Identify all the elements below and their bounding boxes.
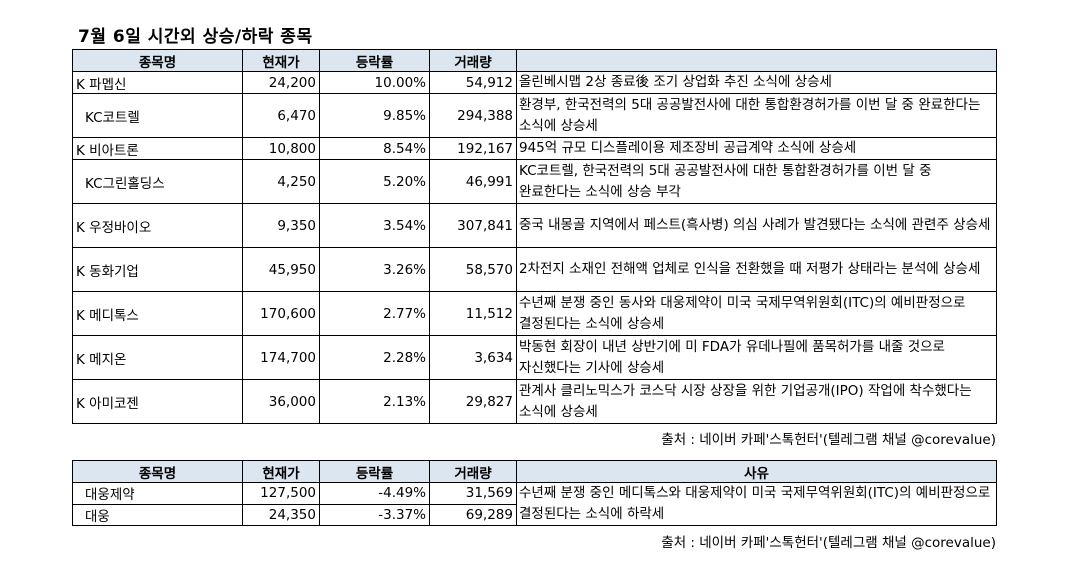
stock-volume: 307,841: [429, 203, 517, 248]
stock-name: K 메디톡스: [72, 291, 243, 336]
rising-stocks-table: 종목명 현재가 등락률 거래량 K 파멥신 24,200 10.00% 54,912 올…: [72, 49, 997, 424]
table-row: K 동화기업 45,950 3.26% 58,570 2차전지 소재인 전해액 업체로 …: [72, 247, 997, 292]
stock-reason: 수년째 분쟁 중인 동사와 대웅제약이 미국 국제무역위원회(ITC)의 예비판…: [516, 291, 997, 336]
stock-volume: 69,289: [429, 503, 517, 526]
stock-change: 2.13%: [319, 379, 430, 424]
stock-change: 8.54%: [319, 137, 430, 160]
stock-name: KC코트렐: [72, 93, 243, 138]
stock-name: K 비아트론: [72, 137, 243, 160]
stock-reason: 2차전지 소재인 전해액 업체로 인식을 전환했을 때 저평가 상태라는 분석에…: [516, 247, 997, 292]
table-row: 대웅제약 127,500 -4.49% 31,569 수년째 분쟁 중인 메디톡스와 대…: [72, 482, 997, 526]
col-header-reason: [516, 49, 997, 72]
stock-name: K 동화기업: [72, 247, 243, 292]
stock-change: 2.28%: [319, 335, 430, 380]
col-header-change: 등락률: [319, 460, 430, 483]
stock-change: 5.20%: [319, 159, 430, 204]
col-header-reason: 사유: [516, 460, 997, 483]
col-header-volume: 거래량: [429, 460, 517, 483]
stock-change: -3.37%: [319, 503, 430, 526]
col-header-volume: 거래량: [429, 49, 517, 72]
stock-volume: 31,569: [429, 482, 517, 505]
table-header-row: 종목명 현재가 등락률 거래량: [72, 49, 997, 72]
table-row: K 아미코젠 36,000 2.13% 29,827 관계사 클리노믹스가 코스닥 시장…: [72, 379, 997, 424]
stock-name: KC그린홀딩스: [72, 159, 243, 204]
stock-price: 4,250: [242, 159, 320, 204]
table-row: K 우정바이오 9,350 3.54% 307,841 중국 내몽골 지역에서 페스트(…: [72, 203, 997, 248]
stock-volume: 3,634: [429, 335, 517, 380]
table-row: KC그린홀딩스 4,250 5.20% 46,991 KC코트렐, 한국전력의 5대 공…: [72, 159, 997, 204]
stock-price: 24,200: [242, 71, 320, 94]
table-row: 대웅 24,350 -3.37% 69,289: [72, 503, 997, 526]
stock-change: 10.00%: [319, 71, 430, 94]
stock-price: 6,470: [242, 93, 320, 138]
table-row: K 비아트론 10,800 8.54% 192,167 945억 규모 디스플레이용 제…: [72, 137, 997, 160]
stock-volume: 294,388: [429, 93, 517, 138]
stock-price: 127,500: [242, 482, 320, 505]
stock-reason: 환경부, 한국전력의 5대 공공발전사에 대한 통합환경허가를 이번 달 중 완…: [516, 93, 997, 138]
falling-stocks-table: 종목명 현재가 등락률 거래량 사유 대웅제약 127,500 -4.49% 31,5…: [72, 460, 997, 526]
stock-reason: 중국 내몽골 지역에서 페스트(흑사병) 의심 사례가 발견됐다는 소식에 관련…: [516, 203, 997, 248]
stock-name: 대웅제약: [72, 482, 243, 505]
stock-volume: 192,167: [429, 137, 517, 160]
stock-volume: 46,991: [429, 159, 517, 204]
stock-price: 10,800: [242, 137, 320, 160]
stock-reason: 945억 규모 디스플레이용 제조장비 공급계약 소식에 상승세: [516, 137, 997, 160]
col-header-price: 현재가: [242, 460, 320, 483]
stock-name: K 아미코젠: [72, 379, 243, 424]
stock-reason: 수년째 분쟁 중인 메디톡스와 대웅제약이 미국 국제무역위원회(ITC)의 예…: [516, 482, 997, 526]
table-row: K 메디톡스 170,600 2.77% 11,512 수년째 분쟁 중인 동사와 대웅…: [72, 291, 997, 336]
stock-price: 9,350: [242, 203, 320, 248]
stock-volume: 58,570: [429, 247, 517, 292]
table-row: KC코트렐 6,470 9.85% 294,388 환경부, 한국전력의 5대 공공발전…: [72, 93, 997, 138]
stock-price: 174,700: [242, 335, 320, 380]
col-header-name: 종목명: [72, 460, 243, 483]
stock-name: K 메지온: [72, 335, 243, 380]
page-title: 7월 6일 시간외 상승/하락 종목: [78, 27, 313, 47]
col-header-change: 등락률: [319, 49, 430, 72]
col-header-name: 종목명: [72, 49, 243, 72]
table-header-row: 종목명 현재가 등락률 거래량 사유: [72, 460, 997, 483]
stock-price: 36,000: [242, 379, 320, 424]
stock-change: 9.85%: [319, 93, 430, 138]
stock-reason: KC코트렐, 한국전력의 5대 공공발전사에 대한 통합환경허가를 이번 달 중…: [516, 159, 997, 204]
stock-volume: 29,827: [429, 379, 517, 424]
stock-volume: 11,512: [429, 291, 517, 336]
stock-name: K 파멥신: [72, 71, 243, 94]
table-row: K 파멥신 24,200 10.00% 54,912 올린베시맵 2상 종료後 조기 상…: [72, 71, 997, 94]
source-note: 출처 : 네이버 카페'스톡헌터'(텔레그램 채널 @corevalue): [661, 535, 996, 551]
stock-change: 2.77%: [319, 291, 430, 336]
col-header-price: 현재가: [242, 49, 320, 72]
stock-reason: 박동현 회장이 내년 상반기에 미 FDA가 유데나필에 품목허가를 내줄 것으…: [516, 335, 997, 380]
stock-price: 170,600: [242, 291, 320, 336]
stock-change: -4.49%: [319, 482, 430, 505]
stock-change: 3.26%: [319, 247, 430, 292]
stock-change: 3.54%: [319, 203, 430, 248]
stock-price: 45,950: [242, 247, 320, 292]
stock-name: K 우정바이오: [72, 203, 243, 248]
stock-volume: 54,912: [429, 71, 517, 94]
stock-reason: 올린베시맵 2상 종료後 조기 상업화 추진 소식에 상승세: [516, 71, 997, 94]
stock-reason: 관계사 클리노믹스가 코스닥 시장 상장을 위한 기업공개(IPO) 작업에 착…: [516, 379, 997, 424]
table-row: K 메지온 174,700 2.28% 3,634 박동현 회장이 내년 상반기에 미 …: [72, 335, 997, 380]
stock-price: 24,350: [242, 503, 320, 526]
source-note: 출처 : 네이버 카페'스톡헌터'(텔레그램 채널 @corevalue): [661, 432, 996, 448]
stock-name: 대웅: [72, 503, 243, 526]
